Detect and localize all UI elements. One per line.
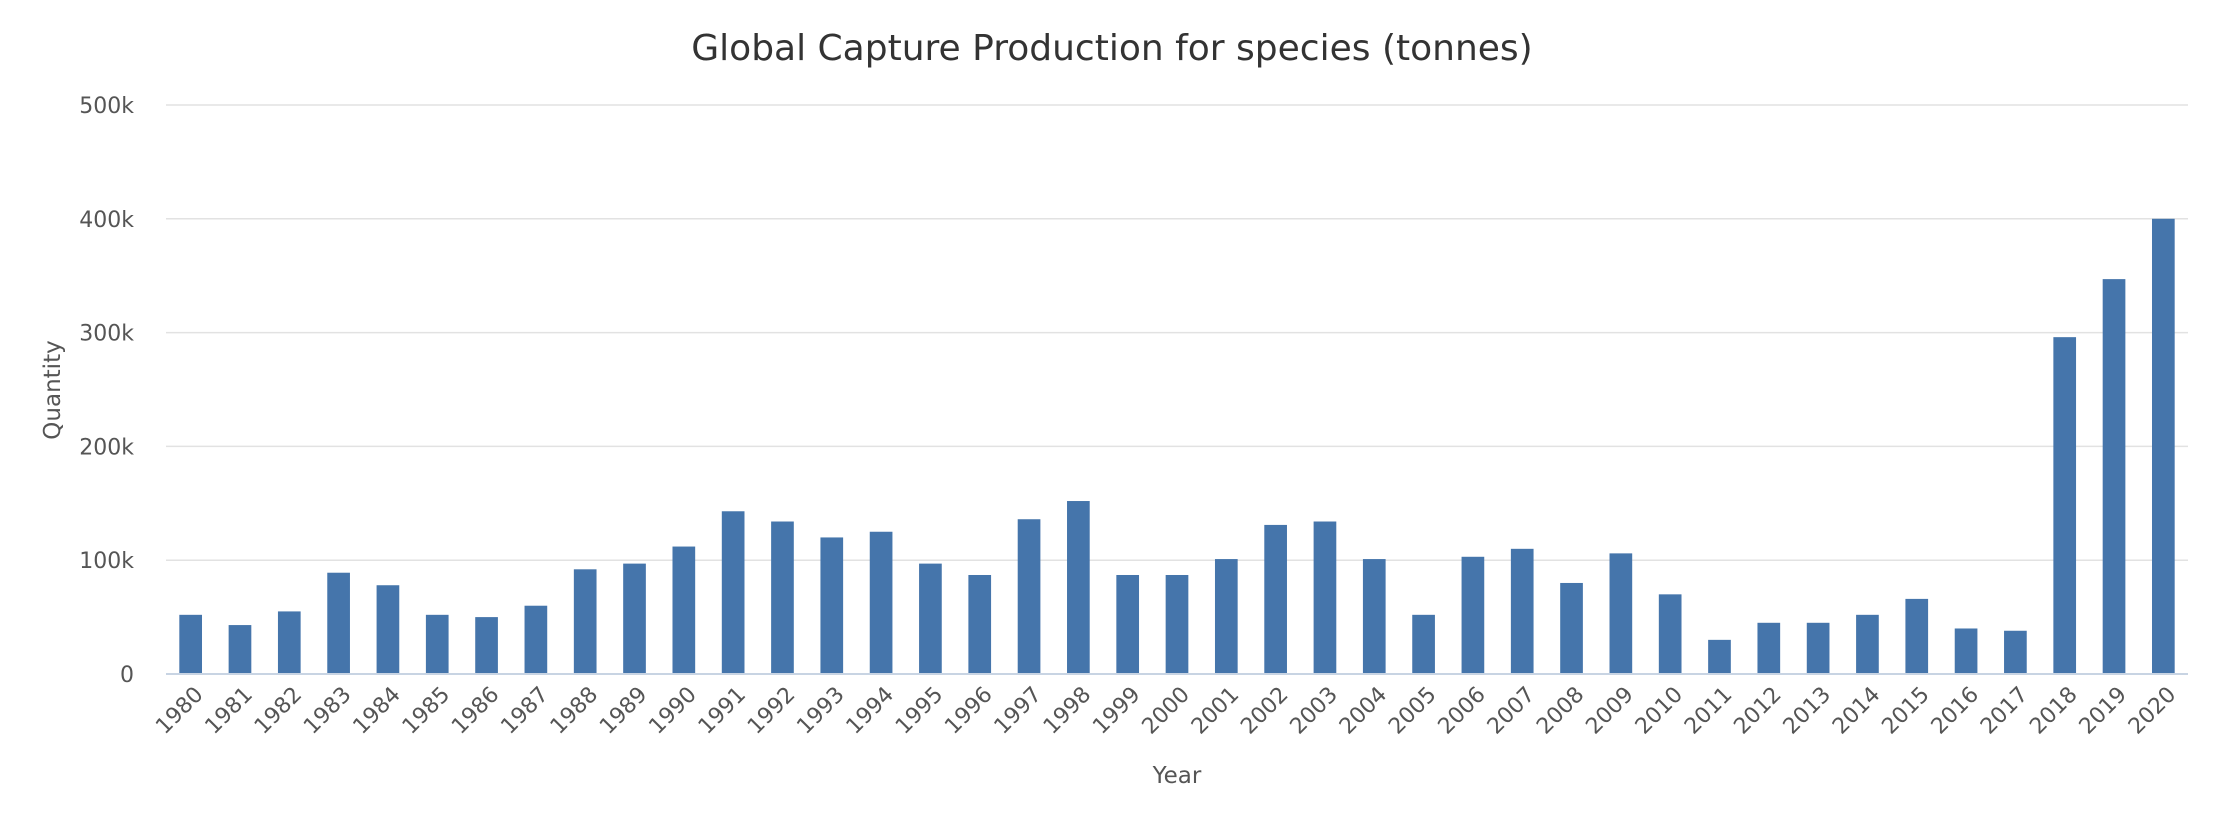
- bar: [869, 531, 893, 674]
- x-tick-label: 1985: [398, 682, 455, 739]
- y-tick-label: 400k: [79, 208, 134, 233]
- x-tick-label: 1998: [1039, 682, 1096, 739]
- x-tick-label: 2007: [1483, 682, 1540, 739]
- bar: [1609, 553, 1633, 674]
- x-tick-label: 1999: [1088, 682, 1145, 739]
- bar: [2151, 218, 2175, 675]
- y-tick-label: 0: [120, 663, 134, 688]
- x-tick-label: 2013: [1779, 682, 1836, 739]
- bar: [1362, 559, 1386, 674]
- y-axis-ticks: 0 100k 200k 300k 400k 500k: [79, 94, 134, 688]
- x-tick-label: 1993: [792, 682, 849, 739]
- y-axis-title: Quantity: [40, 340, 66, 439]
- x-tick-label: 2006: [1434, 682, 1491, 739]
- x-tick-label: 1997: [990, 682, 1047, 739]
- x-tick-label: 1989: [595, 682, 652, 739]
- x-tick-label: 2000: [1138, 682, 1195, 739]
- y-tick-label: 100k: [79, 549, 134, 574]
- bar: [2053, 337, 2077, 674]
- bar: [573, 569, 597, 674]
- bar: [1708, 639, 1731, 674]
- x-tick-label: 2005: [1384, 682, 1441, 739]
- x-tick-label: 1994: [842, 682, 899, 739]
- x-tick-label: 2002: [1236, 682, 1293, 739]
- x-tick-label: 2011: [1680, 682, 1737, 739]
- bar: [1954, 628, 1978, 674]
- x-tick-label: 1986: [447, 682, 504, 739]
- bar: [524, 605, 548, 674]
- bar: [1856, 614, 1879, 674]
- x-tick-label: 2016: [1927, 682, 1984, 739]
- bar: [1116, 574, 1140, 674]
- x-tick-label: 1995: [891, 682, 948, 739]
- bar: [1264, 524, 1287, 674]
- bar: [721, 511, 745, 674]
- x-tick-label: 2019: [2075, 682, 2132, 739]
- bar: [1313, 521, 1337, 674]
- x-tick-label: 2012: [1729, 682, 1786, 739]
- bar: [2102, 279, 2126, 674]
- bar: [968, 574, 992, 674]
- x-tick-label: 1981: [201, 682, 258, 739]
- bar: [1560, 582, 1583, 674]
- bar: [179, 614, 203, 674]
- bar: [1017, 519, 1041, 674]
- bar: [672, 546, 696, 674]
- bar: [820, 537, 844, 674]
- x-tick-label: 1991: [694, 682, 751, 739]
- x-tick-label: 1983: [299, 682, 356, 739]
- x-tick-label: 1990: [644, 682, 701, 739]
- x-tick-label: 2017: [1976, 682, 2033, 739]
- x-tick-label: 2004: [1335, 682, 1392, 739]
- x-tick-label: 1996: [940, 682, 997, 739]
- x-tick-label: 1984: [349, 682, 406, 739]
- x-tick-label: 2015: [1877, 682, 1934, 739]
- bar: [1067, 501, 1090, 674]
- x-tick-label: 1982: [250, 682, 307, 739]
- x-tick-label: 2009: [1581, 682, 1638, 739]
- bar: [277, 611, 301, 674]
- bar: [475, 617, 498, 674]
- bar: [1658, 594, 1682, 674]
- bar: [1905, 598, 1929, 674]
- bar: [1510, 548, 1534, 674]
- x-tick-label: 2018: [2025, 682, 2082, 739]
- bar: [1757, 622, 1781, 674]
- x-axis-ticks: 1980198119821983198419851986198719881989…: [151, 682, 2181, 739]
- x-tick-label: 2014: [1828, 682, 1885, 739]
- x-tick-label: 1987: [497, 682, 554, 739]
- bar: [1165, 574, 1189, 674]
- bar: [623, 563, 646, 674]
- x-tick-label: 2020: [2124, 682, 2181, 739]
- bar: [376, 585, 400, 674]
- x-axis-title: Year: [1152, 763, 1202, 789]
- x-tick-label: 1980: [151, 682, 208, 739]
- x-tick-label: 2008: [1532, 682, 1589, 739]
- gridlines: [166, 104, 2188, 561]
- x-tick-label: 1988: [546, 682, 603, 739]
- y-tick-label: 500k: [79, 94, 134, 119]
- y-tick-label: 200k: [79, 435, 134, 460]
- bar: [919, 563, 942, 674]
- x-tick-label: 2010: [1631, 682, 1688, 739]
- bar: [1806, 622, 1830, 674]
- chart-title: Global Capture Production for species (t…: [691, 28, 1532, 69]
- bar: [228, 625, 252, 674]
- x-tick-label: 1992: [743, 682, 800, 739]
- bars: [179, 218, 2175, 675]
- x-tick-label: 2003: [1286, 682, 1343, 739]
- bar: [1412, 614, 1435, 674]
- x-tick-label: 2001: [1187, 682, 1244, 739]
- bar: [1461, 556, 1485, 674]
- bar: [425, 614, 449, 674]
- y-tick-label: 300k: [79, 322, 134, 347]
- bar: [2004, 630, 2027, 674]
- bar: [327, 572, 350, 674]
- bar: [1214, 559, 1238, 674]
- bar: [771, 521, 794, 674]
